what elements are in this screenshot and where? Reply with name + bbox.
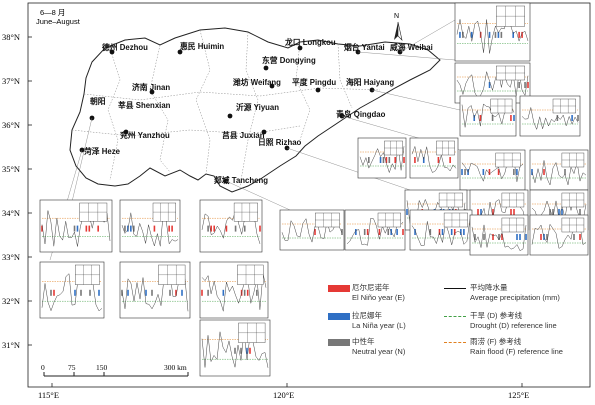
lat-label-38: 38°N	[2, 32, 20, 42]
season-label-en: June–August	[36, 17, 81, 26]
north-arrow-icon: N	[394, 13, 403, 41]
legend-swatch-neutral	[328, 339, 350, 346]
city-label-yantai: 烟台 Yantai	[344, 42, 385, 52]
city-label-shenxian: 莘县 Shenxian	[118, 100, 171, 110]
lat-label-31: 31°N	[2, 340, 20, 350]
legend-label-el-nino-en: El Niño year (E)	[352, 293, 405, 302]
inset-chart	[459, 95, 517, 137]
inset-chart	[119, 199, 181, 253]
city-label-chaoyang: 朝阳	[90, 96, 106, 106]
city-label-heze: 菏泽 Heze	[84, 146, 121, 156]
legend-label-el-nino-zh: 厄尔尼诺年	[352, 283, 390, 292]
city-label-longkou: 龙口 Longkou	[284, 37, 336, 47]
inset-chart	[119, 261, 191, 319]
city-label-rizhao: 日照 Rizhao	[258, 138, 302, 147]
lat-label-36: 36°N	[2, 120, 20, 130]
inset-chart	[199, 199, 263, 253]
city-label-huimin: 惠民 Huimin	[180, 41, 224, 51]
city-label-yiyuan: 沂源 Yiyuan	[236, 102, 279, 112]
legend-label-la-nina-zh: 拉尼娜年	[352, 311, 382, 320]
city-label-yanzhou: 兖州 Yanzhou	[120, 130, 170, 140]
legend-label-drought-zh: 干旱 (D) 参考线	[470, 311, 523, 320]
inset-chart	[39, 261, 105, 319]
city-label-weifang: 潍坊 Weifang	[233, 77, 281, 87]
legend-label-la-nina-en: La Niña year (L)	[352, 321, 406, 330]
inset-chart	[409, 137, 459, 179]
city-label-qingdao: 青岛 Qingdao	[336, 109, 386, 119]
lat-label-34: 34°N	[2, 208, 20, 218]
city-label-dezhou: 德州 Dezhou	[101, 42, 148, 52]
lon-label-120: 120°E	[273, 390, 294, 400]
scale-bar: 0 75 150 300 km	[41, 363, 189, 377]
inset-chart	[409, 209, 473, 251]
inset-charts-group	[39, 2, 589, 377]
north-arrow-label: N	[394, 13, 399, 20]
scale-tick-300: 300 km	[164, 363, 187, 372]
lat-label-35: 35°N	[2, 164, 20, 174]
legend-label-average-en: Average precipitation (mm)	[470, 293, 560, 302]
legend-line-rain-flood	[444, 342, 466, 343]
lat-label-33: 33°N	[2, 252, 20, 262]
city-label-haiyang: 海阳 Haiyang	[346, 77, 394, 87]
legend-label-rain-flood-en: Rain flood (F) reference line	[470, 347, 563, 356]
inset-chart	[199, 319, 271, 377]
city-label-pingdu: 平度 Pingdu	[292, 77, 336, 87]
scale-tick-150: 150	[96, 363, 108, 372]
lat-label-32: 32°N	[2, 296, 20, 306]
inset-chart	[39, 199, 113, 253]
legend-label-average-zh: 平均降水量	[470, 283, 508, 292]
legend-swatch-el-nino	[328, 285, 350, 292]
map-frame	[27, 2, 591, 388]
inset-chart	[279, 209, 345, 251]
inset-chart	[454, 2, 531, 62]
season-label-zh: 6—8 月	[40, 8, 65, 17]
legend-label-neutral-zh: 中性年	[352, 337, 375, 346]
inset-chart	[357, 137, 407, 179]
lat-label-37: 37°N	[2, 76, 20, 86]
city-label-juxian: 莒县 Juxian	[222, 130, 265, 140]
legend-label-neutral-en: Neutral year (N)	[352, 347, 406, 356]
legend-line-drought	[444, 316, 466, 317]
city-label-dongying: 东营 Dongying	[262, 55, 316, 65]
city-label-jinan: 济南 Jinan	[132, 82, 170, 92]
inset-chart	[469, 214, 529, 256]
inset-chart	[529, 149, 589, 191]
legend-label-drought-en: Drought (D) reference line	[470, 321, 557, 330]
inset-chart	[529, 214, 589, 256]
inset-chart	[199, 261, 269, 319]
legend-line-average	[444, 288, 466, 289]
scale-tick-75: 75	[68, 363, 76, 372]
legend-swatch-la-nina	[328, 313, 350, 320]
shandong-province-outline	[69, 27, 441, 193]
legend-label-rain-flood-zh: 雨涝 (F) 参考线	[470, 337, 522, 346]
lon-label-115: 115°E	[38, 390, 59, 400]
scale-tick-0: 0	[41, 363, 45, 372]
city-label-weihai: 威海 Weihai	[390, 42, 433, 52]
inset-chart	[519, 95, 581, 137]
city-label-tancheng: 郯城 Tancheng	[214, 175, 268, 185]
lon-label-125: 125°E	[508, 390, 529, 400]
inset-chart	[344, 209, 406, 251]
inset-chart	[459, 149, 526, 191]
